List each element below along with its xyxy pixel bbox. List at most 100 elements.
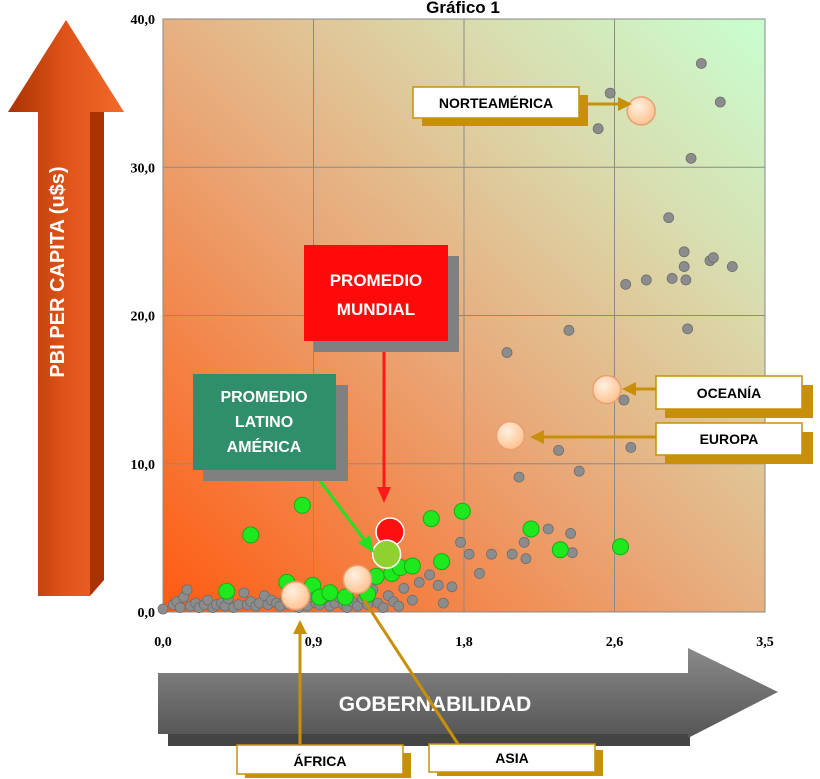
- data-point-latam: [403, 557, 421, 575]
- data-point-latam: [612, 538, 630, 556]
- data-point: [663, 212, 675, 224]
- y-axis-arrow: PBI PER CAPITA (u$s): [8, 20, 124, 596]
- data-point: [455, 536, 466, 548]
- data-point: [181, 584, 193, 596]
- data-point: [604, 87, 616, 99]
- y-tick-label: 20,0: [131, 310, 156, 325]
- data-point: [351, 600, 363, 612]
- data-point: [463, 548, 475, 560]
- asia-label: ASIA: [495, 750, 528, 766]
- y-tick-label: 30,0: [131, 161, 156, 176]
- data-point: [682, 323, 693, 335]
- data-point: [573, 465, 585, 477]
- data-point: [553, 445, 564, 456]
- data-point: [563, 324, 575, 336]
- data-point: [518, 536, 530, 548]
- highlight-point: [592, 374, 622, 405]
- y-tick-label: 0,0: [138, 606, 156, 621]
- data-point-latam: [293, 496, 311, 514]
- data-point: [566, 547, 578, 559]
- data-point: [174, 602, 186, 613]
- norteamerica-label: NORTEAMÉRICA: [439, 95, 553, 111]
- data-point-latam: [321, 584, 339, 602]
- highlight-point: [495, 420, 526, 451]
- data-point-latam: [551, 541, 569, 559]
- x-tick-label: 0,0: [154, 635, 172, 650]
- y-axis-label: PBI PER CAPITA (u$s): [47, 166, 69, 377]
- data-point: [640, 274, 652, 286]
- callout-oceania: OCEANÍA: [655, 375, 813, 418]
- x-tick-label: 0,9: [305, 635, 323, 650]
- data-point: [685, 152, 697, 164]
- data-point: [424, 569, 436, 581]
- connectors: [293, 97, 656, 745]
- data-point: [625, 442, 637, 453]
- data-point-latam: [522, 520, 540, 538]
- europa-label: EUROPA: [700, 431, 759, 447]
- data-point: [592, 123, 604, 135]
- promedio-mundial-line2: MUNDIAL: [337, 300, 415, 319]
- data-point: [486, 548, 497, 560]
- data-point: [432, 579, 444, 591]
- data-point-latam: [453, 502, 471, 520]
- data-point: [513, 471, 525, 483]
- callout-africa: ÁFRICA: [236, 744, 411, 778]
- data-point: [708, 252, 719, 264]
- data-point: [406, 594, 418, 606]
- promedio-mundial-line1: PROMEDIO: [330, 271, 423, 290]
- highlight-point: [371, 539, 402, 569]
- y-tick-label: 10,0: [131, 458, 156, 473]
- data-point: [618, 394, 630, 406]
- data-point: [726, 261, 738, 272]
- data-point: [437, 597, 449, 609]
- x-axis-label: GOBERNABILIDAD: [339, 693, 532, 716]
- data-point-latam: [336, 588, 354, 606]
- callout-asia: ASIA: [428, 743, 603, 776]
- callout-europa: EUROPA: [655, 422, 813, 464]
- data-point: [678, 261, 690, 272]
- x-tick-label: 3,5: [756, 635, 774, 650]
- data-point: [620, 278, 632, 290]
- oceania-label: OCEANÍA: [697, 385, 762, 401]
- data-point-latam: [433, 553, 451, 571]
- data-point: [157, 603, 169, 615]
- data-point: [413, 576, 425, 588]
- x-tick-label: 2,6: [606, 635, 624, 650]
- africa-label: ÁFRICA: [294, 753, 347, 769]
- callout-norteamerica: NORTEAMÉRICA: [412, 86, 588, 126]
- data-point: [202, 594, 214, 606]
- data-point: [520, 553, 532, 565]
- chart-title: Gráfico 1: [426, 0, 500, 17]
- promedio-latino-line3: AMÉRICA: [227, 437, 302, 456]
- data-point: [238, 587, 250, 599]
- data-point: [377, 602, 389, 613]
- callout-promedio-mundial: PROMEDIO MUNDIAL: [304, 245, 459, 352]
- data-point: [714, 96, 726, 108]
- data-point: [680, 274, 692, 286]
- data-point-latam: [218, 582, 236, 600]
- data-point: [501, 347, 513, 358]
- y-tick-label: 40,0: [131, 13, 156, 28]
- promedio-latino-line1: PROMEDIO: [220, 389, 307, 406]
- data-point: [565, 528, 577, 539]
- data-point: [542, 523, 554, 535]
- highlight-point: [626, 96, 656, 126]
- data-point: [446, 581, 458, 593]
- promedio-latino-line2: LATINO: [235, 414, 293, 431]
- y-ticks: 0,0 10,0 20,0 30,0 40,0: [131, 13, 156, 621]
- data-point-latam: [422, 510, 440, 528]
- data-point: [393, 600, 405, 612]
- x-axis-arrow: GOBERNABILIDAD: [158, 648, 778, 746]
- callout-promedio-latino: PROMEDIO LATINO AMÉRICA: [193, 374, 348, 481]
- data-point: [666, 273, 678, 284]
- highlight-point: [342, 564, 373, 595]
- data-point: [506, 548, 518, 560]
- x-ticks: 0,0 0,9 1,8 2,6 3,5: [154, 635, 774, 650]
- data-point: [678, 246, 690, 258]
- x-tick-label: 1,8: [455, 635, 473, 650]
- highlight-point: [280, 580, 311, 611]
- data-point: [398, 582, 410, 594]
- data-point-latam: [242, 526, 260, 544]
- data-point: [474, 568, 485, 579]
